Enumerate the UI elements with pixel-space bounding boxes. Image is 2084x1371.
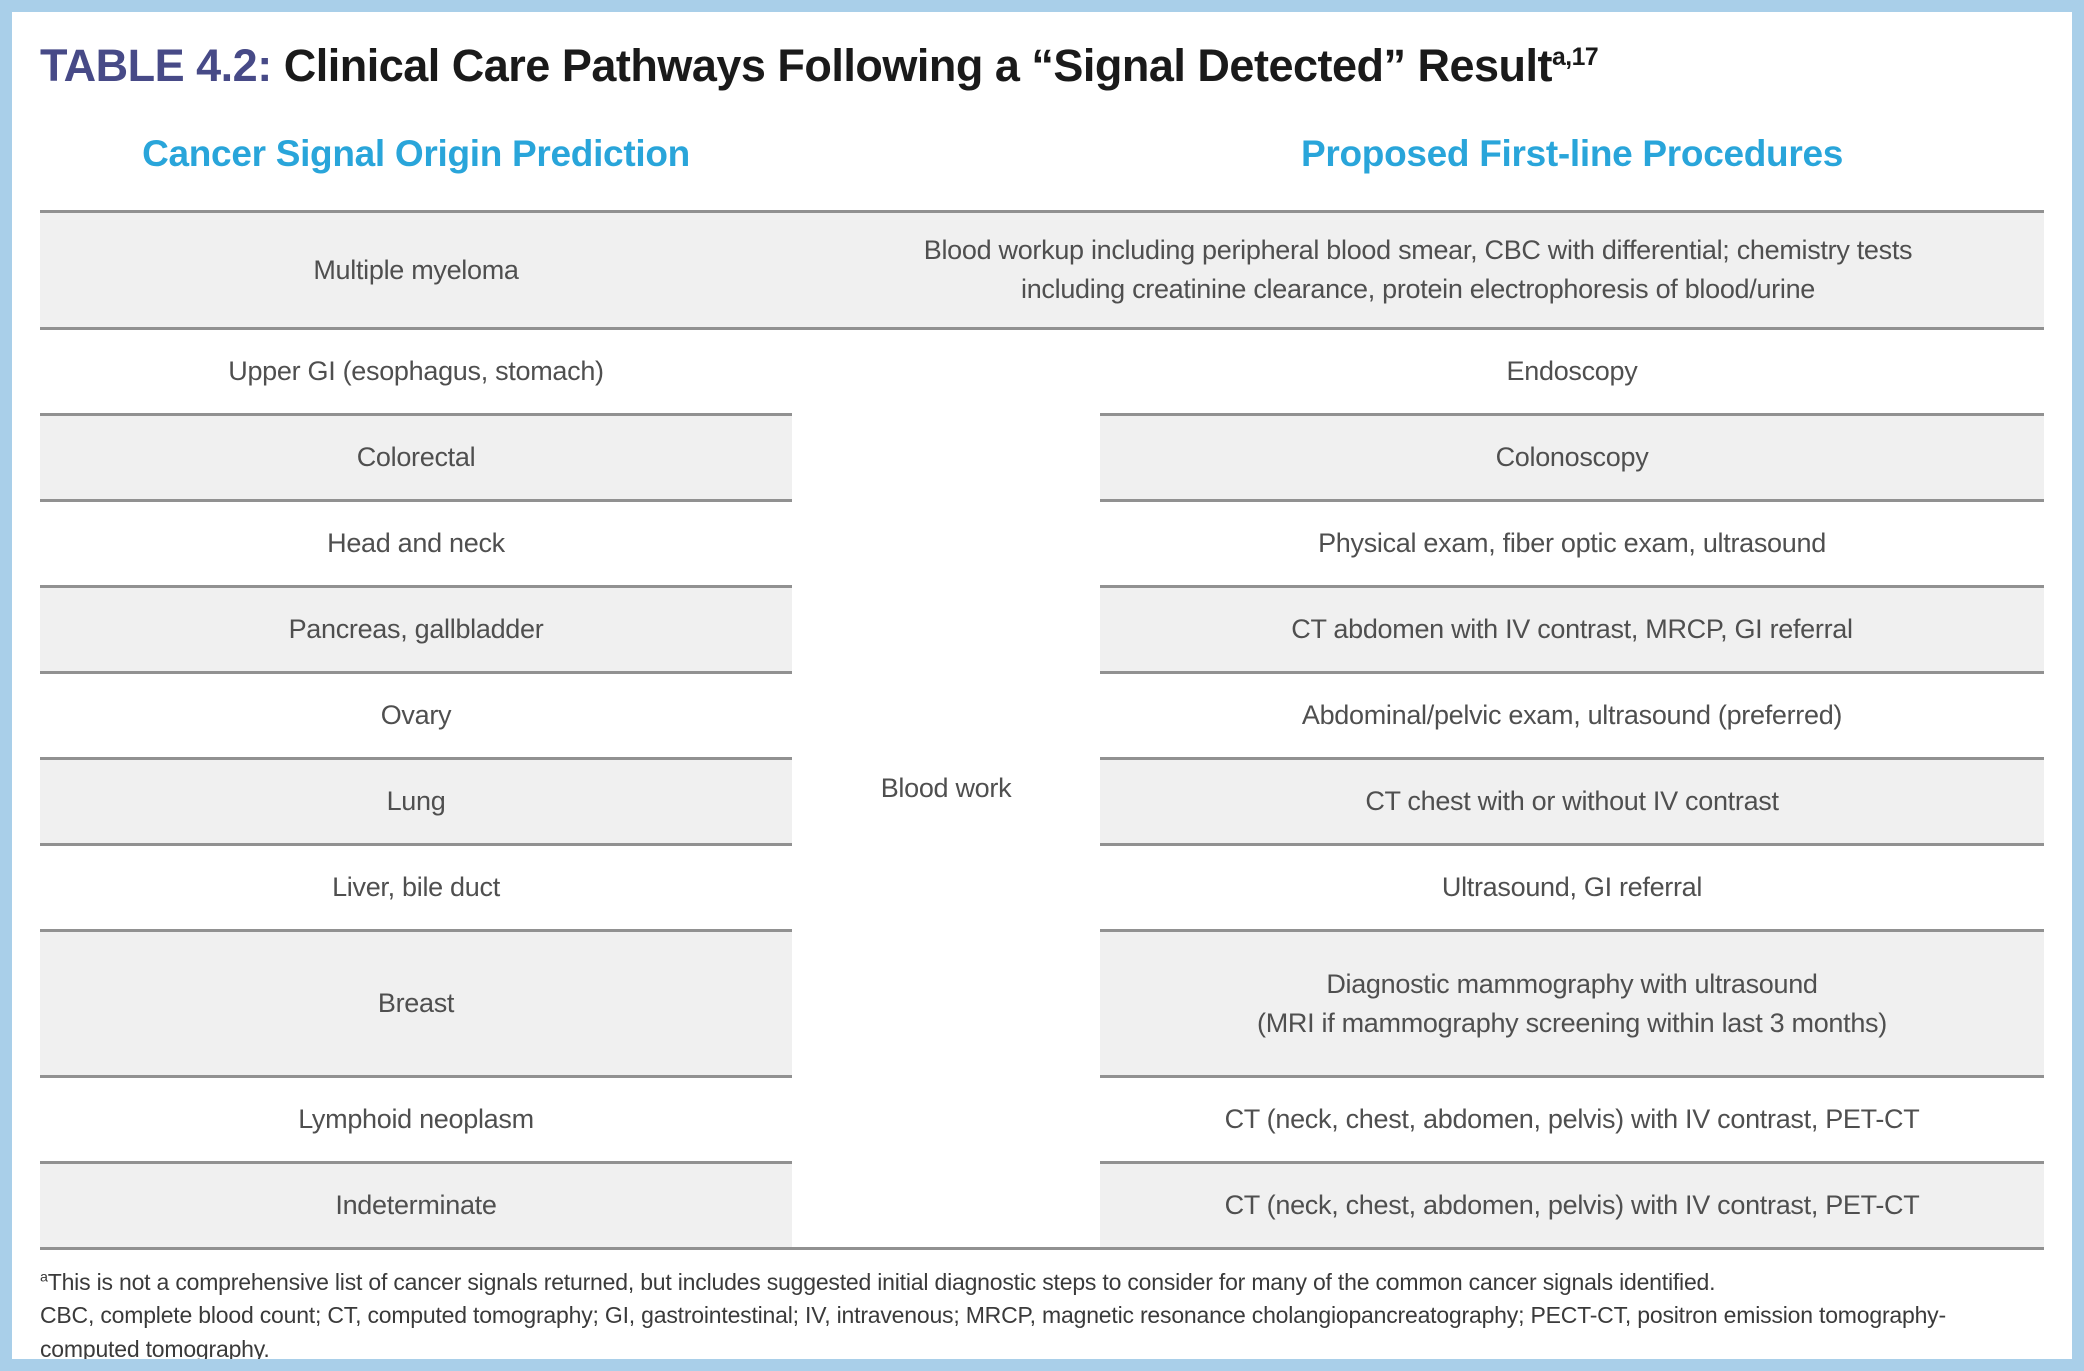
procedure-cell-colorectal: Colonoscopy	[1100, 416, 2044, 503]
origin-cell-multiple-myeloma: Multiple myeloma	[40, 210, 792, 331]
origin-cell-upper-gi: Upper GI (esophagus, stomach)	[40, 330, 792, 417]
table-number-label: TABLE 4.2:	[40, 40, 272, 91]
column-headers: Cancer Signal Origin Prediction Proposed…	[40, 132, 2044, 176]
pathways-table: Multiple myeloma Blood workup including …	[40, 210, 2044, 1251]
table-title: TABLE 4.2: Clinical Care Pathways Follow…	[40, 40, 2044, 92]
column-header-origin: Cancer Signal Origin Prediction	[142, 132, 690, 174]
origin-cell-liver-bile-duct: Liver, bile duct	[40, 846, 792, 933]
origin-cell-ovary: Ovary	[40, 674, 792, 761]
procedure-cell-lung: CT chest with or without IV contrast	[1100, 760, 2044, 847]
footnote-a: aThis is not a comprehensive list of can…	[40, 1266, 2044, 1299]
procedure-cell-ovary: Abdominal/pelvic exam, ultrasound (prefe…	[1100, 674, 2044, 761]
table-title-text: Clinical Care Pathways Following a “Sign…	[271, 40, 1553, 91]
origin-cell-head-and-neck: Head and neck	[40, 502, 792, 589]
origin-cell-pancreas-gallbladder: Pancreas, gallbladder	[40, 588, 792, 675]
procedure-cell-liver-bile-duct: Ultrasound, GI referral	[1100, 846, 2044, 933]
page-content: TABLE 4.2: Clinical Care Pathways Follow…	[12, 12, 2072, 1362]
procedure-cell-multiple-myeloma: Blood workup including peripheral blood …	[792, 210, 2044, 331]
footnotes: aThis is not a comprehensive list of can…	[40, 1266, 2044, 1362]
origin-cell-colorectal: Colorectal	[40, 416, 792, 503]
procedure-cell-breast: Diagnostic mammography with ultrasound (…	[1100, 932, 2044, 1079]
procedure-cell-lymphoid-neoplasm: CT (neck, chest, abdomen, pelvis) with I…	[1100, 1078, 2044, 1165]
footnote-abbreviations: CBC, complete blood count; CT, computed …	[40, 1302, 1946, 1362]
procedure-cell-upper-gi: Endoscopy	[1100, 330, 2044, 417]
blood-work-spanning-cell: Blood work	[792, 330, 1100, 1251]
origin-cell-lung: Lung	[40, 760, 792, 847]
footnote-a-marker: a	[40, 1269, 48, 1286]
origin-cell-breast: Breast	[40, 932, 792, 1079]
table-title-superscript: a,17	[1552, 44, 1599, 71]
column-header-procedures: Proposed First-line Procedures	[1300, 132, 1844, 174]
origin-cell-indeterminate: Indeterminate	[40, 1164, 792, 1251]
procedure-cell-indeterminate: CT (neck, chest, abdomen, pelvis) with I…	[1100, 1164, 2044, 1251]
origin-cell-lymphoid-neoplasm: Lymphoid neoplasm	[40, 1078, 792, 1165]
procedure-cell-pancreas-gallbladder: CT abdomen with IV contrast, MRCP, GI re…	[1100, 588, 2044, 675]
procedure-cell-head-and-neck: Physical exam, fiber optic exam, ultraso…	[1100, 502, 2044, 589]
footnote-a-text: This is not a comprehensive list of canc…	[47, 1269, 1716, 1296]
